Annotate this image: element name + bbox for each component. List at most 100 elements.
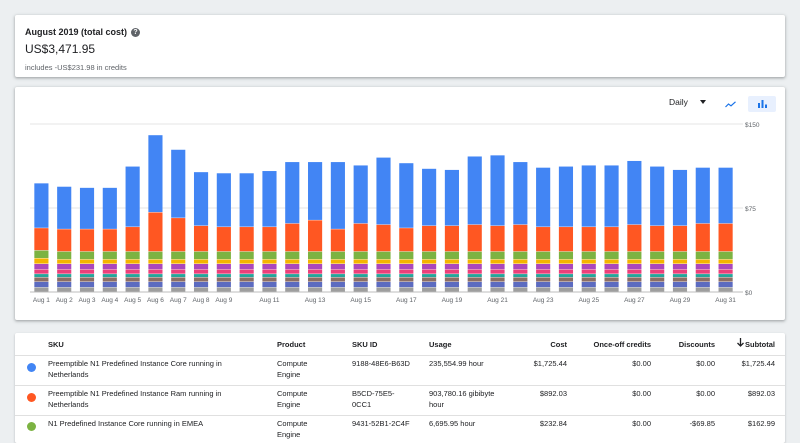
bar-segment[interactable]	[718, 269, 733, 274]
bar-segment[interactable]	[285, 251, 300, 260]
bar-segment[interactable]	[216, 173, 231, 227]
bar-segment[interactable]	[399, 264, 414, 270]
bar-segment[interactable]	[558, 281, 574, 288]
bar-segment[interactable]	[216, 277, 231, 282]
bar-segment[interactable]	[718, 167, 733, 224]
bar-segment[interactable]	[718, 274, 733, 278]
bar-segment[interactable]	[148, 264, 163, 270]
bar-segment[interactable]	[376, 259, 391, 264]
bar-segment[interactable]	[650, 277, 665, 282]
bar-segment[interactable]	[718, 281, 733, 288]
bar-segment[interactable]	[353, 269, 368, 274]
bar-segment[interactable]	[79, 264, 95, 270]
bar-segment[interactable]	[330, 274, 345, 278]
bar-segment[interactable]	[444, 264, 459, 270]
bar-segment[interactable]	[581, 165, 596, 227]
bar-segment[interactable]	[581, 264, 596, 270]
bar-segment[interactable]	[285, 223, 300, 252]
bar-segment[interactable]	[34, 264, 49, 270]
bar-segment[interactable]	[193, 269, 209, 274]
bar-segment[interactable]	[422, 264, 437, 270]
bar-segment[interactable]	[627, 251, 642, 260]
bar-segment[interactable]	[536, 167, 551, 227]
bar-segment[interactable]	[581, 259, 596, 264]
bar-segment[interactable]	[171, 287, 186, 292]
bar-segment[interactable]	[399, 259, 414, 264]
bar-segment[interactable]	[308, 277, 323, 282]
bar-segment[interactable]	[695, 281, 710, 288]
bar-segment[interactable]	[285, 274, 300, 278]
bar-segment[interactable]	[239, 269, 254, 274]
table-row[interactable]: Preemptible N1 Predefined Instance Ram r…	[15, 385, 785, 416]
bar-segment[interactable]	[193, 264, 209, 270]
bar-segment[interactable]	[672, 264, 688, 270]
bar-segment[interactable]	[422, 287, 437, 292]
bar-segment[interactable]	[627, 274, 642, 278]
bar-segment[interactable]	[102, 269, 117, 274]
bar-segment[interactable]	[171, 277, 186, 282]
bar-segment[interactable]	[536, 264, 551, 270]
bar-segment[interactable]	[467, 269, 482, 274]
bar-segment[interactable]	[330, 264, 345, 270]
bar-segment[interactable]	[467, 287, 482, 292]
bar-segment[interactable]	[79, 287, 95, 292]
bar-segment[interactable]	[650, 166, 665, 226]
bar-segment[interactable]	[604, 259, 619, 264]
bar-segment[interactable]	[604, 269, 619, 274]
bar-segment[interactable]	[308, 269, 323, 274]
bar-segment[interactable]	[444, 169, 459, 226]
bar-segment[interactable]	[57, 274, 72, 278]
bar-segment[interactable]	[672, 281, 688, 288]
bar-segment[interactable]	[399, 281, 414, 288]
bar-segment[interactable]	[102, 281, 117, 288]
bar-segment[interactable]	[444, 277, 459, 282]
bar-segment[interactable]	[558, 274, 574, 278]
bar-segment[interactable]	[376, 251, 391, 260]
bar-segment[interactable]	[285, 277, 300, 282]
bar-segment[interactable]	[285, 259, 300, 264]
bar-segment[interactable]	[193, 172, 209, 226]
bar-segment[interactable]	[125, 166, 140, 227]
bar-segment[interactable]	[536, 277, 551, 282]
bar-segment[interactable]	[672, 277, 688, 282]
bar-segment[interactable]	[399, 269, 414, 274]
bar-segment[interactable]	[627, 277, 642, 282]
bar-segment[interactable]	[148, 281, 163, 288]
bar-segment[interactable]	[216, 281, 231, 288]
bar-segment[interactable]	[330, 287, 345, 292]
bar-segment[interactable]	[399, 251, 414, 260]
bar-segment[interactable]	[102, 287, 117, 292]
bar-segment[interactable]	[672, 259, 688, 264]
table-row[interactable]: Preemptible N1 Predefined Instance Core …	[15, 355, 785, 386]
bar-segment[interactable]	[239, 264, 254, 270]
bar-segment[interactable]	[490, 281, 505, 288]
bar-segment[interactable]	[262, 269, 277, 274]
bar-segment[interactable]	[467, 277, 482, 282]
bar-segment[interactable]	[376, 281, 391, 288]
bar-segment[interactable]	[558, 277, 574, 282]
bar-segment[interactable]	[79, 274, 95, 278]
bar-segment[interactable]	[308, 287, 323, 292]
bar-segment[interactable]	[467, 264, 482, 270]
bar-segment[interactable]	[125, 274, 140, 278]
bar-segment[interactable]	[695, 274, 710, 278]
bar-segment[interactable]	[171, 251, 186, 260]
bar-segment[interactable]	[262, 277, 277, 282]
bar-segment[interactable]	[650, 251, 665, 260]
bar-segment[interactable]	[604, 264, 619, 270]
bar-segment[interactable]	[216, 259, 231, 264]
bar-segment[interactable]	[490, 269, 505, 274]
bar-segment[interactable]	[79, 187, 95, 229]
bar-segment[interactable]	[148, 212, 163, 252]
bar-segment[interactable]	[376, 274, 391, 278]
bar-segment[interactable]	[672, 287, 688, 292]
bar-segment[interactable]	[34, 277, 49, 282]
bar-segment[interactable]	[513, 281, 528, 288]
bar-segment[interactable]	[239, 227, 254, 252]
bar-segment[interactable]	[262, 264, 277, 270]
bar-segment[interactable]	[216, 251, 231, 260]
bar-segment[interactable]	[353, 274, 368, 278]
bar-segment[interactable]	[125, 251, 140, 260]
bar-segment[interactable]	[558, 166, 574, 227]
bar-segment[interactable]	[34, 281, 49, 288]
